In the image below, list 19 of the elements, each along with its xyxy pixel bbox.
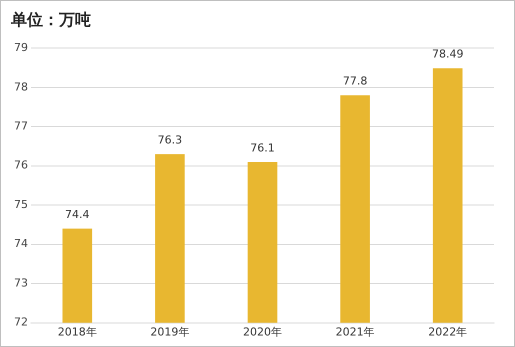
y-tick-label: 76: [14, 158, 28, 172]
x-tick-label: 2022年: [428, 325, 468, 338]
y-tick-label: 75: [14, 198, 28, 211]
x-tick-label: 2018年: [58, 325, 97, 338]
y-tick-label: 73: [14, 276, 28, 290]
y-tick-label: 79: [14, 41, 28, 54]
x-tick-label: 2020年: [243, 325, 282, 338]
x-tick-label: 2019年: [150, 325, 190, 338]
data-label: 77.8: [342, 74, 368, 88]
chart-title: 单位：万吨: [10, 10, 91, 29]
data-label: 76.3: [158, 133, 182, 146]
y-tick-label: 78: [14, 80, 28, 94]
y-tick-label: 77: [14, 120, 28, 133]
data-label: 74.4: [65, 208, 90, 222]
data-label: 78.49: [432, 48, 464, 61]
y-tick-label: 72: [14, 316, 28, 329]
y-tick-label: 74: [14, 237, 28, 250]
data-label: 76.1: [250, 141, 275, 154]
x-tick-label: 2021年: [336, 325, 375, 338]
